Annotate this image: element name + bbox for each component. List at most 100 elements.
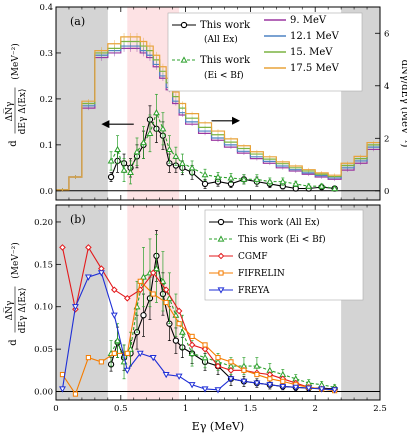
legend-label-5: 17.5 MeV	[290, 63, 340, 74]
data-point-3-14	[241, 367, 247, 373]
data-point-1-15	[227, 174, 235, 181]
data-point-3-15	[254, 371, 260, 378]
data-point-3-2	[85, 355, 91, 361]
data-point-0-10	[172, 337, 180, 344]
data-point-2-4	[111, 286, 118, 294]
legend-label2-0: (All Ex)	[204, 34, 238, 45]
data-point-2-13	[227, 367, 235, 374]
data-point-4-0	[59, 386, 66, 393]
y-tick-label: 0.0	[39, 187, 53, 197]
data-point-4-12	[214, 387, 222, 394]
y-axis-label-den: dEγ Δ⟨Ex⟩	[18, 89, 28, 135]
x-tick-label: 0.5	[114, 404, 128, 414]
data-point-2-2	[85, 244, 92, 251]
legend-label-1: This work (Ei < Bf)	[238, 234, 326, 245]
legend-marker-1	[180, 56, 188, 63]
legend-label-0: This work	[200, 20, 251, 31]
data-point-3-9	[176, 321, 182, 327]
data-point-1-7	[152, 264, 160, 272]
plot-frame	[55, 204, 381, 401]
data-point-1-11	[178, 159, 186, 166]
legend-marker-0	[217, 218, 225, 226]
data-point-1-22	[318, 182, 326, 189]
legend-label-1: This work	[200, 55, 251, 66]
data-point-3-13	[228, 359, 234, 365]
data-point-4-10	[188, 382, 196, 389]
legend-label-2: 9. MeV	[290, 15, 327, 26]
y-axis-label-num: ΔN̅γ	[3, 301, 15, 321]
y-tick-label: 0.1	[39, 141, 53, 151]
data-point-1-10	[172, 152, 180, 159]
legend-marker-3	[218, 270, 224, 276]
y-tick-label: 0.15	[34, 260, 53, 270]
panel-b: 0 0.5 1 1.5 2 2.5 Eγ (MeV) 0.00 0.05 0.10 0.15 0.20…	[3, 204, 387, 433]
data-point-2-10	[188, 341, 196, 349]
y-axis-label-d: d	[8, 140, 19, 147]
data-point-4-5	[123, 367, 131, 374]
data-point-3-10	[189, 333, 195, 339]
data-point-4-14	[240, 378, 248, 385]
data-point-4-16	[266, 382, 274, 389]
legend-box	[204, 209, 364, 301]
data-point-1-21	[305, 182, 313, 189]
data-point-1-1	[114, 337, 122, 344]
data-point-4-7	[149, 355, 157, 362]
data-point-1-0	[107, 157, 115, 164]
x-axis-label: Eγ (MeV)	[192, 420, 244, 433]
data-point-1-7	[152, 109, 160, 116]
data-point-3-17	[280, 378, 286, 384]
data-point-3-8	[163, 299, 169, 306]
data-point-1-12	[188, 349, 196, 356]
data-point-3-1	[72, 391, 79, 397]
data-point-4-19	[305, 385, 313, 392]
series-line-4	[61, 272, 335, 391]
panel-label: (a)	[70, 15, 85, 28]
data-point-2-8	[162, 286, 170, 294]
data-point-1-19	[279, 177, 287, 185]
legend-label-2: CGMF	[238, 252, 268, 262]
data-point-1-16	[240, 175, 248, 182]
y-axis-label: d ΔN̅γ dEγ Δ⟨Ex⟩ (MeV⁻²)	[3, 43, 28, 146]
data-point-1-13	[201, 353, 209, 361]
legend: This work (All Ex) This work (Ei < Bf) CGM…	[204, 209, 364, 301]
data-point-4-2	[84, 274, 92, 281]
data-point-1-2	[120, 166, 128, 173]
data-point-1-14	[214, 173, 222, 180]
y-axis-label: d ΔN̅γ dEγ Δ⟨Ex⟩ (MeV⁻²)	[3, 242, 28, 345]
data-point-1-6	[146, 129, 154, 136]
y-tick-label: 0.00	[34, 388, 53, 398]
data-point-4-20	[318, 386, 326, 393]
legend-label-4: 15. MeV	[290, 47, 333, 58]
plot-frame	[55, 6, 381, 201]
arrow-right-head	[232, 116, 241, 125]
data-point-3-5	[124, 350, 130, 356]
series-line-2	[61, 245, 335, 391]
x-tick-label: 2.5	[373, 404, 387, 414]
y-tick-label: 0.20	[34, 218, 53, 228]
arrow-left-head	[101, 120, 110, 129]
data-point-0-5	[140, 312, 147, 319]
data-point-1-17	[253, 362, 261, 369]
legend-label2-1: (Ei < Bf)	[204, 70, 244, 81]
y-axis-label-d: d	[8, 339, 19, 346]
data-point-1-9	[165, 145, 173, 153]
y-tick-label: 0.3	[39, 49, 53, 59]
x-tick-label: 1.5	[244, 404, 258, 414]
data-point-4-11	[201, 386, 209, 393]
shaded-region-0	[56, 205, 108, 400]
data-point-0-0	[107, 173, 115, 181]
data-point-3-11	[202, 342, 208, 348]
panel-label: (b)	[70, 213, 86, 226]
y-tick-label: 0.05	[34, 345, 53, 355]
panel-a: 0.0 0.1 0.2 0.3 0.4 d ΔN̅γ dEγ Δ⟨Ex⟩ (MeV⁻²) 0 2 4 6…	[3, 3, 407, 201]
data-point-1-3	[127, 345, 134, 352]
y2-tick-label: 6	[384, 29, 389, 39]
legend-label-0: This work (All Ex)	[238, 217, 320, 228]
y-axis-label-unit: (MeV⁻²)	[10, 242, 21, 278]
data-point-2-12	[214, 362, 222, 370]
legend-marker-0	[180, 21, 188, 29]
y-axis-label-unit: (MeV⁻²)	[10, 43, 21, 79]
data-point-1-11	[178, 328, 186, 335]
data-point-4-4	[110, 312, 118, 319]
data-point-2-11	[201, 345, 209, 353]
